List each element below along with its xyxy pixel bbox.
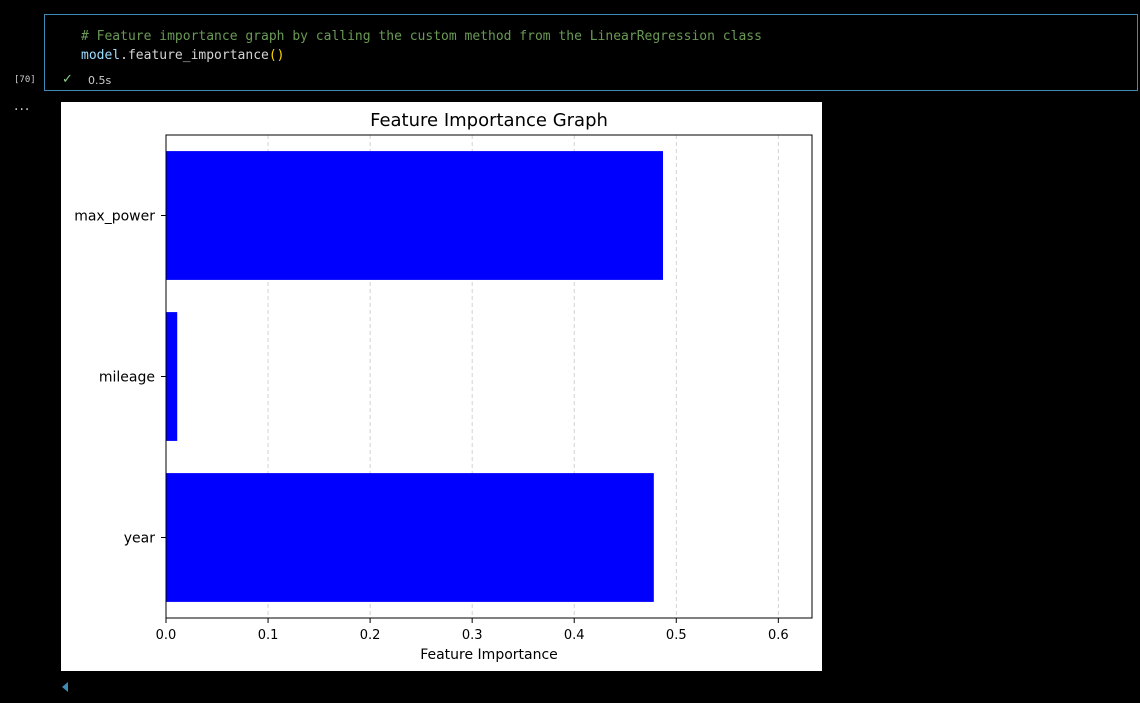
- checkmark-icon: ✓: [62, 72, 73, 87]
- code-comment: # Feature importance graph by calling th…: [81, 29, 762, 44]
- code-parens: (): [268, 48, 285, 63]
- output-plot: 0.0 0.1 0.2 0.3 0.4 0.5 0.6 year mileage max_pow…: [61, 102, 822, 671]
- execution-time: 0.5s: [88, 74, 112, 87]
- x-tick-label: 0.4: [564, 628, 585, 643]
- bar-year: [166, 473, 654, 602]
- output-more-button[interactable]: ...: [14, 98, 31, 114]
- bars: [166, 151, 664, 602]
- y-tick-label: mileage: [99, 370, 155, 386]
- y-tick-label: max_power: [74, 209, 155, 225]
- y-tick-label: year: [124, 531, 155, 547]
- bar-chart: 0.0 0.1 0.2 0.3 0.4 0.5 0.6 year mileage max_pow…: [74, 110, 813, 663]
- chart-title: Feature Importance Graph: [370, 110, 608, 131]
- collapse-output-icon[interactable]: [62, 682, 68, 692]
- x-tick-label: 0.6: [768, 628, 789, 643]
- x-axis-label: Feature Importance: [420, 647, 558, 663]
- x-tick-label: 0.0: [156, 628, 177, 643]
- x-tick-label: 0.2: [360, 628, 381, 643]
- code-method: feature_importance: [127, 48, 269, 63]
- bar-max-power: [166, 151, 664, 280]
- execution-count: [70]: [14, 75, 36, 85]
- code-cell[interactable]: # Feature importance graph by calling th…: [44, 14, 1138, 91]
- x-axis-ticks: 0.0 0.1 0.2 0.3 0.4 0.5 0.6: [156, 618, 789, 643]
- x-tick-label: 0.5: [666, 628, 687, 643]
- x-tick-label: 0.1: [258, 628, 279, 643]
- code-dot: .: [120, 48, 128, 63]
- code-editor[interactable]: # Feature importance graph by calling th…: [81, 27, 762, 65]
- y-axis-ticks: year mileage max_power: [74, 209, 166, 547]
- x-tick-label: 0.3: [462, 628, 483, 643]
- code-variable: model: [81, 48, 121, 63]
- bar-mileage: [166, 312, 178, 441]
